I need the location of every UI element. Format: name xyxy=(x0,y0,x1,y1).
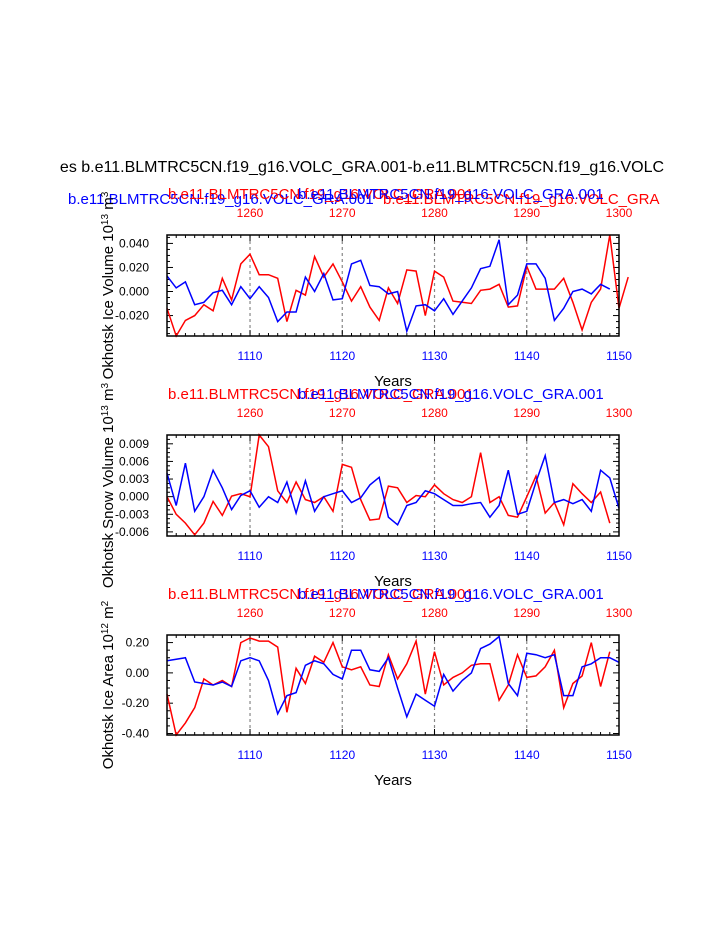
x-tick-label-bottom: 1110 xyxy=(238,349,263,363)
x-tick-label-top: 1270 xyxy=(329,606,356,620)
x-tick-label-bottom: 1130 xyxy=(422,349,448,363)
y-label-main: Okhotsk Ice Volume 10 xyxy=(100,225,117,379)
y-label-unit-exponent: 3 xyxy=(100,191,111,197)
series-line-blue xyxy=(166,635,620,719)
x-tick-label-bottom: 1150 xyxy=(606,748,632,762)
x-axis-label: Years xyxy=(374,573,412,590)
x-tick-label-bottom: 1150 xyxy=(606,349,632,363)
series-line-red xyxy=(166,433,611,537)
x-tick-label-top: 1300 xyxy=(606,206,633,220)
overlap-title-blue: b.e11.BLMTRC5CN.f19_g16.VOLC_GRA.001 xyxy=(68,191,374,208)
x-tick-label-top: 1290 xyxy=(513,606,540,620)
x-tick-label-bottom: 1120 xyxy=(329,549,355,563)
y-label-exponent: 13 xyxy=(100,213,111,225)
y-axis-label: Okhotsk Ice Area 1012 m2 xyxy=(100,600,118,769)
y-tick-label: 0.000 xyxy=(119,285,149,299)
x-tick-label-top: 1280 xyxy=(421,606,448,620)
x-tick-label-top: 1290 xyxy=(513,406,540,420)
x-tick-label-top: 1300 xyxy=(606,606,633,620)
y-label-exponent: 13 xyxy=(100,405,111,417)
panel-title-red: b.e11.BLMTRC5CN.f19_g16.VOLC_GRA.001 xyxy=(168,186,474,203)
y-tick-label: 0.00 xyxy=(126,666,150,680)
x-tick-label-bottom: 1110 xyxy=(238,549,263,563)
x-tick-label-bottom: 1140 xyxy=(514,549,540,563)
y-label-main: Okhotsk Snow Volume 10 xyxy=(100,416,117,588)
y-tick-label: 0.003 xyxy=(119,472,149,486)
y-axis-label: Okhotsk Snow Volume 1013 m3 xyxy=(100,383,118,589)
panel-ice-area: b.e11.BLMTRC5CN.f19_g16.VOLC_GRA.001b.e1… xyxy=(100,586,633,789)
plot-frame xyxy=(166,234,620,337)
x-tick-label-top: 1290 xyxy=(513,206,540,220)
x-tick-label-bottom: 1140 xyxy=(514,748,540,762)
y-tick-label: 0.009 xyxy=(119,437,149,451)
panel-title-red: b.e11.BLMTRC5CN.f19_g16.VOLC_GRA.001 xyxy=(168,386,474,403)
x-tick-label-bottom: 1150 xyxy=(606,549,632,563)
plot-frame xyxy=(166,434,620,537)
x-tick-label-bottom: 1120 xyxy=(329,748,355,762)
panel-title-blue: b.e11.BLMTRC5CN.f19_g16.VOLC_GRA.001 xyxy=(298,386,604,403)
y-tick-label: 0.006 xyxy=(119,454,149,468)
y-tick-label: -0.40 xyxy=(122,726,150,740)
y-label-unit: m xyxy=(100,389,117,406)
y-label-unit: m xyxy=(100,606,117,623)
series-line-red xyxy=(166,637,611,737)
x-tick-label-top: 1260 xyxy=(237,206,264,220)
x-tick-label-bottom: 1130 xyxy=(422,549,448,563)
panels: b.e11.BLMTRC5CN.f19_g16.VOLC_GRA.001b.e1… xyxy=(100,186,633,789)
main-title: es b.e11.BLMTRC5CN.f19_g16.VOLC_GRA.001-… xyxy=(60,159,664,176)
y-axis-label: Okhotsk Ice Volume 1013 m3 xyxy=(100,191,118,379)
y-tick-label: -0.006 xyxy=(115,525,149,539)
x-tick-label-bottom: 1130 xyxy=(422,748,448,762)
series-line-blue xyxy=(166,239,611,334)
y-tick-label: -0.003 xyxy=(115,507,149,521)
x-tick-label-top: 1260 xyxy=(237,406,264,420)
x-tick-label-top: 1300 xyxy=(606,406,633,420)
y-label-unit: m xyxy=(100,197,117,214)
x-tick-label-top: 1270 xyxy=(329,206,356,220)
y-label-main: Okhotsk Ice Area 10 xyxy=(100,634,117,769)
panel-title-blue: b.e11.BLMTRC5CN.f19_g16.VOLC_GRA.001 xyxy=(298,186,604,203)
panel-ice-volume: b.e11.BLMTRC5CN.f19_g16.VOLC_GRA.001b.e1… xyxy=(100,186,633,390)
series-line-red xyxy=(166,234,629,338)
y-tick-label: 0.000 xyxy=(119,490,149,504)
y-tick-label: 0.040 xyxy=(119,236,149,250)
x-tick-label-bottom: 1110 xyxy=(238,748,263,762)
x-tick-label-top: 1280 xyxy=(421,406,448,420)
panel-title-red: b.e11.BLMTRC5CN.f19_g16.VOLC_GRA.001 xyxy=(168,586,474,603)
x-tick-label-top: 1280 xyxy=(421,206,448,220)
y-tick-label: 0.020 xyxy=(119,260,149,274)
y-label-unit-exponent: 2 xyxy=(100,600,111,606)
y-label-unit-exponent: 3 xyxy=(100,383,111,389)
plot-frame xyxy=(166,634,620,736)
y-tick-label: -0.20 xyxy=(122,696,150,710)
panel-snow-volume: b.e11.BLMTRC5CN.f19_g16.VOLC_GRA.001b.e1… xyxy=(100,383,633,591)
panel-title-blue: b.e11.BLMTRC5CN.f19_g16.VOLC_GRA.001 xyxy=(298,586,604,603)
x-axis-label: Years xyxy=(374,772,412,789)
x-tick-label-bottom: 1120 xyxy=(329,349,355,363)
x-axis-label: Years xyxy=(374,373,412,390)
overlap-title-red: b.e11.BLMTRC5CN.f19_g16.VOLC_GRA xyxy=(383,191,660,208)
x-tick-label-top: 1260 xyxy=(237,606,264,620)
y-tick-label: -0.020 xyxy=(115,309,149,323)
x-tick-label-top: 1270 xyxy=(329,406,356,420)
y-label-exponent: 12 xyxy=(100,623,111,635)
y-tick-label: 0.20 xyxy=(126,636,150,650)
series-line-blue xyxy=(166,452,620,526)
x-tick-label-bottom: 1140 xyxy=(514,349,540,363)
